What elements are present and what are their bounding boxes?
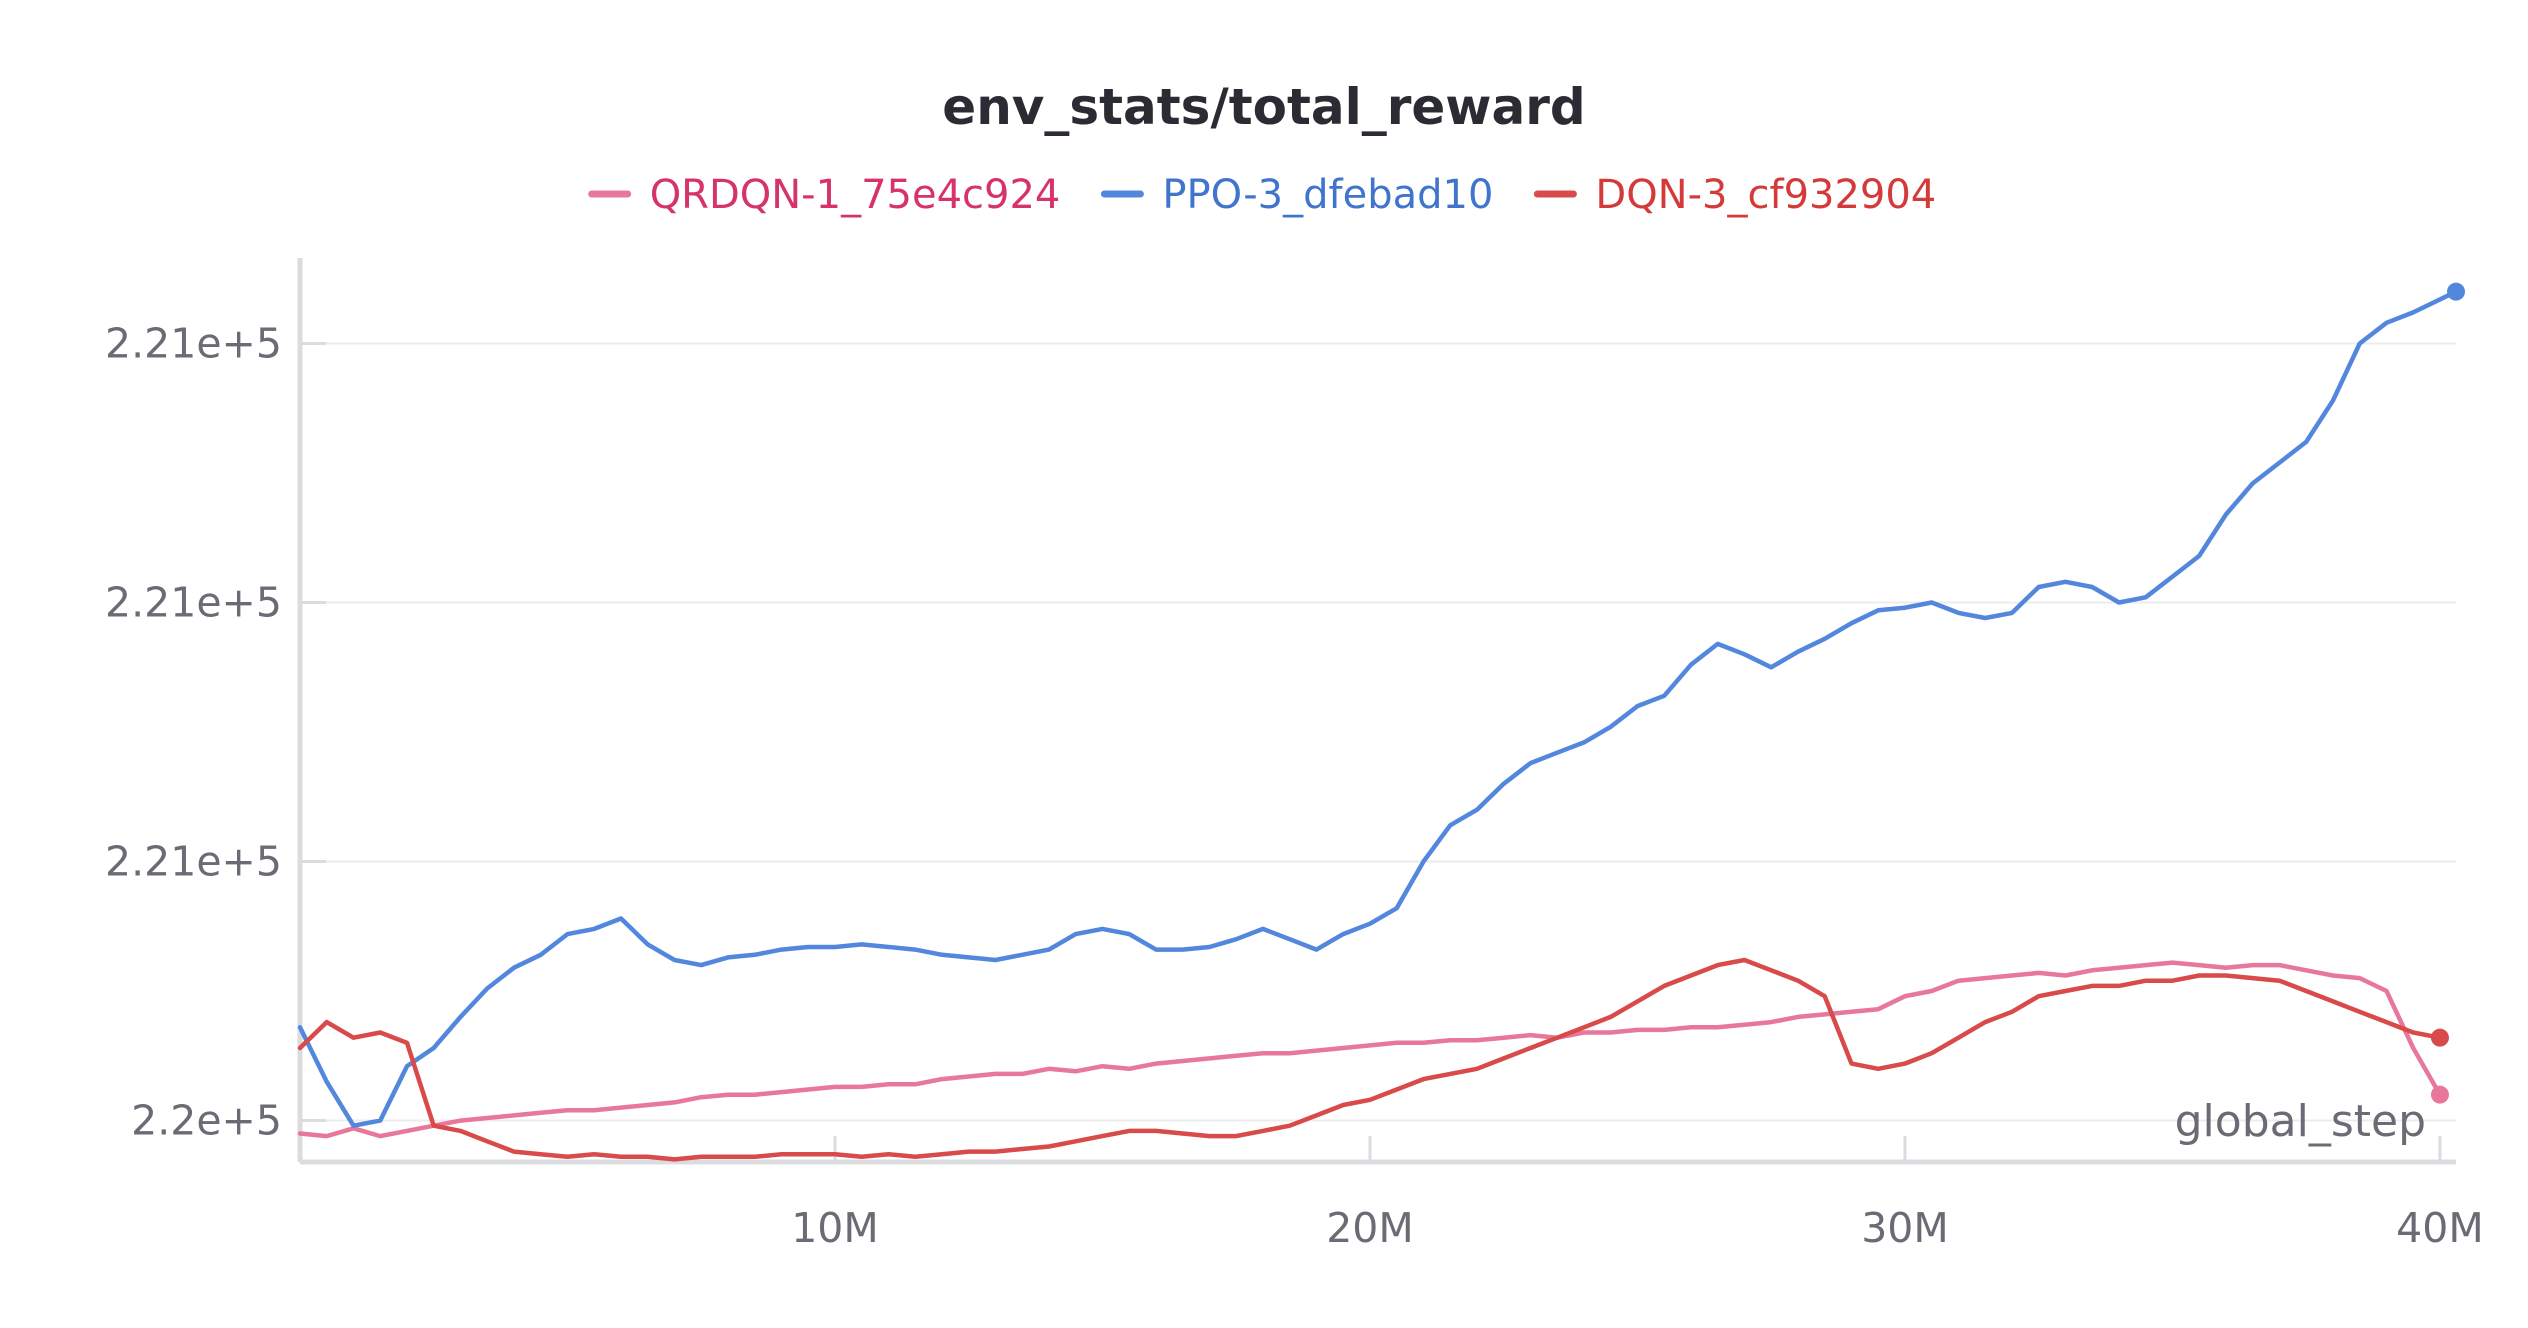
x-axis-label: global_step xyxy=(2175,1096,2426,1147)
legend: QRDQN-1_75e4c924 PPO-3_dfebad10 DQN-3_cf93… xyxy=(588,172,1936,218)
legend-item[interactable]: DQN-3_cf932904 xyxy=(1533,172,1936,218)
series-0 xyxy=(297,960,2449,1139)
series-line[interactable] xyxy=(297,960,2443,1139)
y-tick-label: 2.21e+5 xyxy=(105,579,282,627)
legend-item[interactable]: QRDQN-1_75e4c924 xyxy=(588,172,1061,218)
series-1 xyxy=(297,282,2465,1128)
x-tick-label: 30M xyxy=(1861,1204,1949,1252)
y-tick-label: 2.21e+5 xyxy=(105,838,282,886)
series-end-marker xyxy=(2447,282,2465,301)
y-tick-label: 2.21e+5 xyxy=(105,319,282,367)
x-tick-label: 40M xyxy=(2396,1204,2484,1252)
series-line[interactable] xyxy=(297,957,2443,1162)
x-tick-label: 10M xyxy=(791,1204,879,1252)
series-layer xyxy=(297,282,2465,1162)
x-tick-label: 20M xyxy=(1326,1204,1414,1252)
series-2 xyxy=(297,957,2449,1162)
y-tick-label: 2.2e+5 xyxy=(131,1097,282,1145)
axes xyxy=(297,258,2456,1165)
legend-label: DQN-3_cf932904 xyxy=(1595,172,1936,218)
gridlines xyxy=(300,342,2456,1122)
series-end-marker xyxy=(2430,1028,2449,1047)
tick-labels: 2.2e+5 2.21e+5 2.21e+5 2.21e+5 10M 20M 30M 40M xyxy=(105,319,2484,1252)
chart-title: env_stats/total_reward xyxy=(942,78,1585,136)
legend-label: QRDQN-1_75e4c924 xyxy=(650,172,1061,218)
series-line[interactable] xyxy=(297,289,2459,1128)
series-end-marker xyxy=(2430,1085,2449,1104)
legend-label: PPO-3_dfebad10 xyxy=(1162,172,1493,218)
legend-item[interactable]: PPO-3_dfebad10 xyxy=(1100,172,1493,218)
